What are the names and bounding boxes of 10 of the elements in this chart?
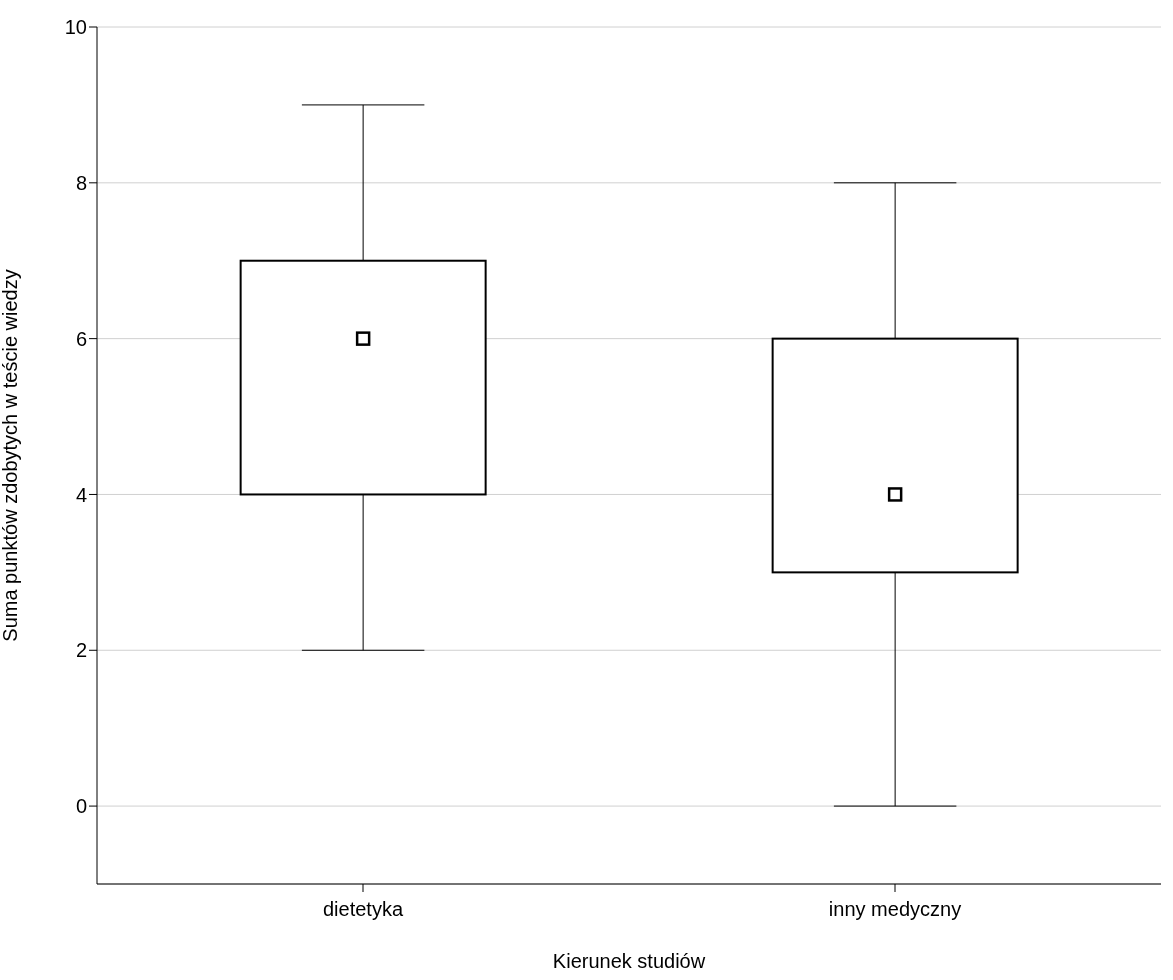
- y-tick-label: 4: [75, 483, 87, 506]
- y-tick-label: 6: [75, 327, 87, 350]
- y-tick-label: 2: [75, 639, 87, 662]
- y-tick-label: 10: [64, 16, 87, 39]
- y-tick-label: 0: [75, 795, 87, 818]
- x-tick-label: inny medyczny: [828, 898, 962, 921]
- y-axis-title: Suma punktów zdobytych w teście wiedzy: [0, 269, 22, 642]
- x-axis-title: Kierunek studiów: [552, 950, 706, 972]
- y-tick-label: 8: [75, 171, 87, 194]
- x-tick-label: dietetyka: [322, 898, 404, 921]
